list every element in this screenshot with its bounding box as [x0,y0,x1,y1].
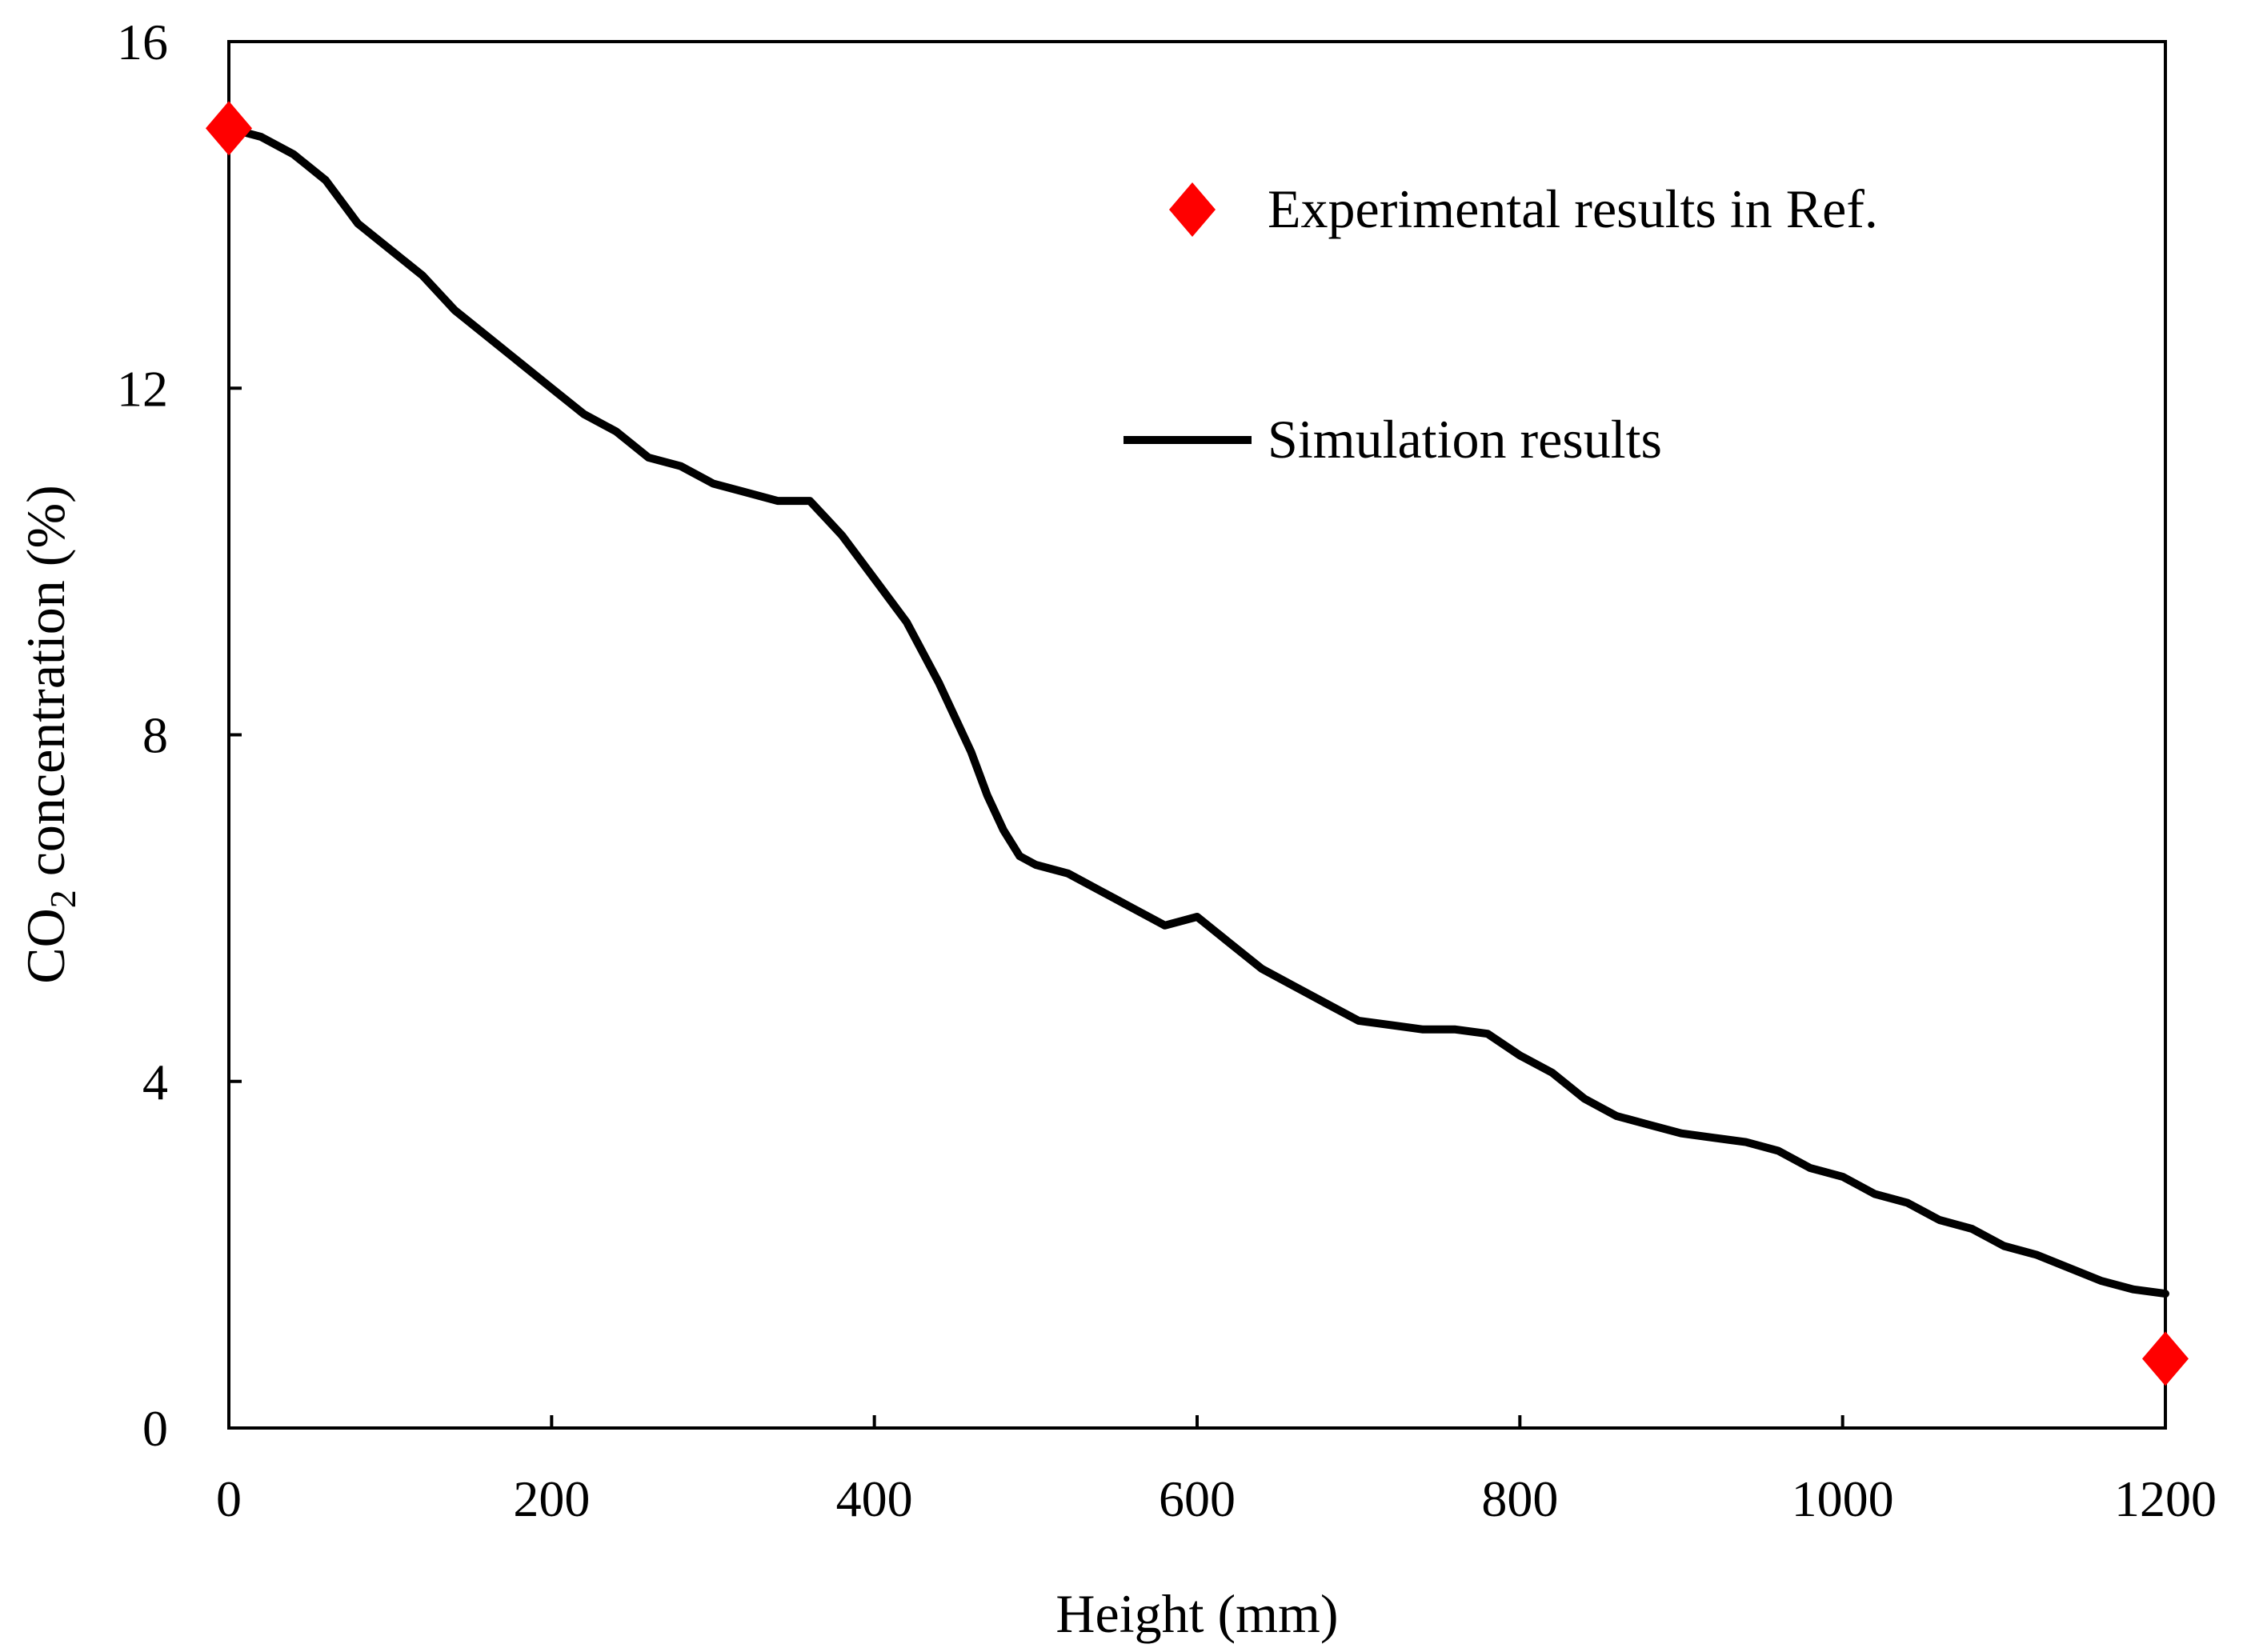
x-tick-label: 400 [836,1470,913,1527]
x-tick-label: 0 [216,1470,242,1527]
y-axis-ticks: 0 4 8 12 16 [117,14,242,1457]
y-tick-label: 16 [117,14,168,70]
y-tick-label: 4 [142,1054,168,1110]
x-tick-label: 1200 [2114,1470,2217,1527]
y-axis-title: CO2 concentration (%) [15,485,83,983]
legend-simulation-label: Simulation results [1268,409,1662,470]
legend-experimental-label: Experimental results in Ref. [1268,178,1878,239]
experimental-point [206,101,252,156]
x-tick-label: 200 [513,1470,590,1527]
simulation-results-line [225,124,2169,1298]
x-axis-ticks: 0 200 400 600 800 1000 1200 [216,1415,2217,1527]
legend: Experimental results in Ref. Simulation … [1124,178,1878,470]
x-tick-label: 600 [1159,1470,1236,1527]
x-tick-label: 800 [1481,1470,1558,1527]
y-tick-label: 8 [142,707,168,764]
y-tick-label: 12 [117,360,168,417]
experimental-points [206,101,2189,1386]
x-tick-label: 1000 [1792,1470,1894,1527]
y-tick-label: 0 [142,1400,168,1457]
y-axis-title-subscript: 2 [42,890,83,908]
experimental-point [2142,1331,2189,1386]
legend-experimental-marker [1169,182,1216,237]
y-axis-title-tail: concentration (%) [15,485,76,890]
y-axis-title-main: CO [15,908,76,983]
x-axis-title: Height (mm) [1055,1583,1338,1644]
